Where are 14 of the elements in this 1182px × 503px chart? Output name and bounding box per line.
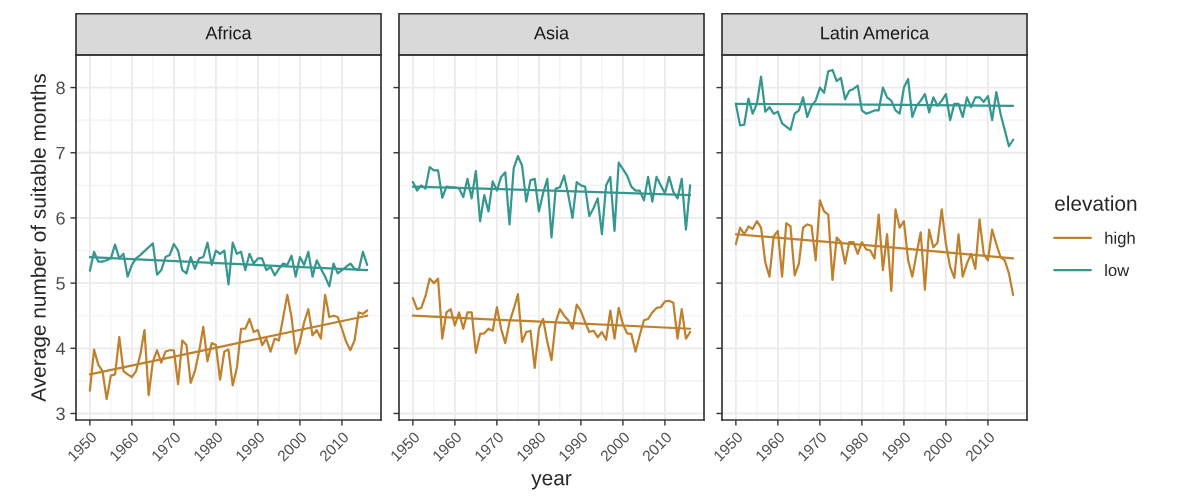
y-tick-label: 6: [56, 211, 65, 225]
legend-label: high: [1105, 231, 1135, 248]
legend-title: elevation: [1055, 195, 1137, 211]
chart-title: Latin America: [821, 26, 930, 40]
y-tick-label: 3: [56, 407, 65, 421]
y-tick-label: 8: [56, 81, 65, 95]
legend-label: low: [1105, 263, 1130, 277]
x-axis-title: year: [531, 473, 572, 490]
chart-title: Asia: [533, 26, 570, 40]
y-tick-label: 5: [56, 277, 65, 290]
chart-title: Africa: [205, 26, 252, 40]
y-tick-label: 7: [56, 146, 65, 160]
y-axis-title: Average number of suitable months: [30, 73, 50, 402]
y-tick-label: 4: [55, 342, 66, 355]
